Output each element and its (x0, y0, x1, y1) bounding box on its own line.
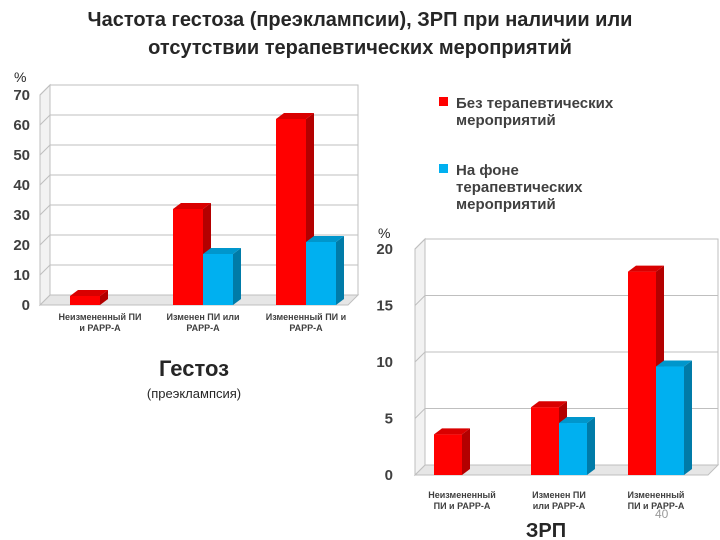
bar (531, 407, 559, 475)
y-tick-label: 20 (376, 241, 393, 258)
x-tick-label: или PAPP-A (533, 501, 586, 511)
x-tick-label: ПИ и PAPP-A (628, 501, 685, 511)
gridline (39, 144, 358, 156)
x-tick-label: Измененный (628, 490, 685, 500)
legend-swatch (439, 97, 448, 106)
legend-swatch (439, 164, 448, 173)
y-tick-label: 0 (22, 297, 30, 314)
chart-subtitle: (преэклампсия) (147, 386, 241, 401)
legend-label: Без терапевтических (456, 95, 614, 112)
chart-title: ЗРП (526, 520, 566, 540)
page-number: 40 (655, 507, 669, 521)
bar-top (276, 113, 314, 119)
chart-1: 0 10 20 30 40 50 60 70% Неизмененный ПИи PAPP-A И… (13, 69, 360, 401)
gridline (39, 84, 358, 96)
chart-side-wall (39, 83, 51, 307)
bar-side (587, 417, 595, 475)
chart-title: Гестоз (159, 356, 229, 381)
bar (656, 366, 684, 475)
bar-top (306, 236, 344, 242)
y-tick-label: 30 (13, 207, 30, 224)
x-tick-label: Неизмененный ПИ (59, 312, 142, 322)
gridline (39, 204, 358, 216)
x-tick-label: Изменен ПИ или (167, 312, 240, 322)
y-axis-label: % (14, 69, 26, 85)
gridline (414, 408, 718, 419)
bar (434, 434, 462, 475)
x-tick-label: PAPP-A (186, 323, 220, 333)
gridline (39, 264, 358, 276)
slide-title-line-2: отсутствии терапевтических мероприятий (148, 37, 572, 59)
bar-top (173, 203, 211, 209)
x-tick-label: PAPP-A (289, 323, 323, 333)
bar (70, 296, 100, 305)
legend-label: терапевтических (456, 179, 583, 196)
bar-top (559, 417, 595, 424)
slide-title: Частота гестоза (преэклампсии), ЗРП при … (0, 6, 720, 62)
gridline (39, 114, 358, 126)
slide-title-line-1: Частота гестоза (преэклампсии), ЗРП при … (87, 9, 633, 31)
gridline (414, 238, 718, 250)
x-tick-label: ПИ и PAPP-A (434, 501, 491, 511)
bar-top (656, 360, 692, 367)
bar (203, 254, 233, 305)
bar-side (336, 236, 344, 305)
gridline (414, 295, 718, 306)
bar-top (434, 428, 470, 435)
y-tick-label: 60 (13, 117, 30, 134)
x-tick-label: и PAPP-A (79, 323, 121, 333)
bar-top (628, 265, 664, 272)
gridline (39, 234, 358, 246)
bar-top (70, 290, 108, 296)
legend-label: На фоне (456, 162, 519, 179)
bar-side (462, 428, 470, 475)
bar (276, 119, 306, 305)
y-tick-label: 50 (13, 147, 30, 164)
y-axis-label: % (378, 225, 390, 241)
bar (559, 423, 587, 475)
y-tick-label: 5 (385, 411, 393, 428)
bar (628, 271, 656, 475)
y-tick-label: 20 (13, 237, 30, 254)
y-tick-label: 10 (376, 354, 393, 371)
y-tick-label: 40 (13, 177, 30, 194)
x-tick-label: Изменен ПИ (532, 490, 586, 500)
y-tick-label: 15 (376, 298, 393, 315)
y-tick-label: 70 (13, 87, 30, 104)
bar (173, 209, 203, 305)
x-tick-label: Измененный ПИ и (266, 312, 346, 322)
gridline (39, 174, 358, 186)
legend-label: мероприятий (456, 196, 556, 213)
bar-top (203, 248, 241, 254)
x-tick-label: Неизмененный (428, 490, 495, 500)
bar (306, 242, 336, 305)
bar-top (531, 401, 567, 408)
bar-side (684, 360, 692, 475)
y-tick-label: 0 (385, 467, 393, 484)
bar-side (100, 290, 108, 305)
gridline (414, 351, 718, 363)
y-tick-label: 10 (13, 267, 30, 284)
bar-side (233, 248, 241, 305)
legend-label: мероприятий (456, 112, 556, 129)
